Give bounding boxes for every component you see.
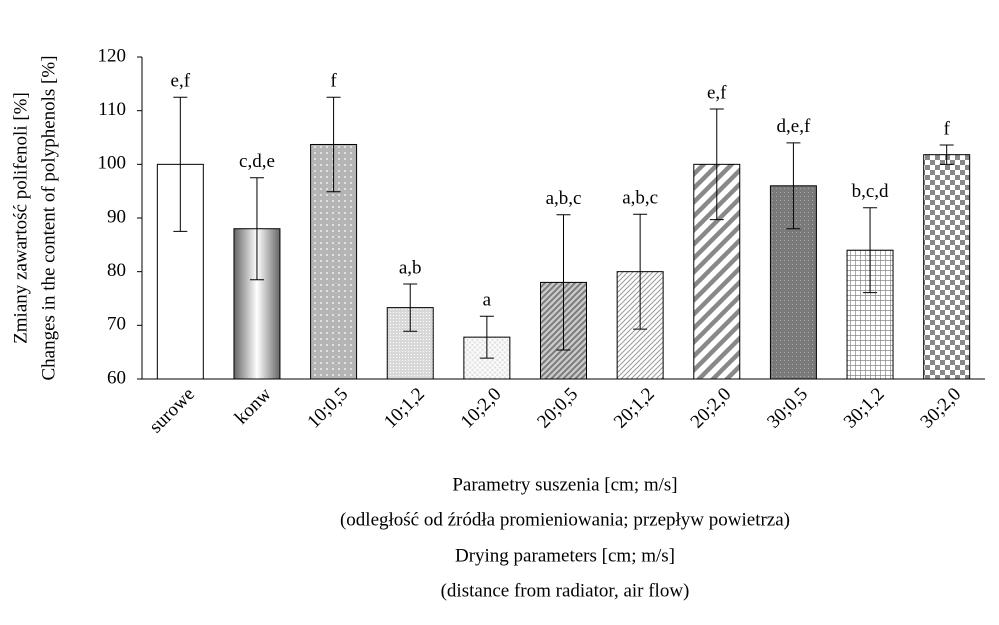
y-axis-title: Zmiany zawartość polifenoli [%] <box>10 92 31 344</box>
x-tick-label: 20;2,0 <box>687 384 736 433</box>
significance-label: a,b,c <box>546 188 582 209</box>
significance-label: a,b <box>399 257 422 278</box>
error-bar <box>786 142 801 230</box>
y-tick-label: 90 <box>107 206 126 227</box>
significance-label: a,b,c <box>622 188 658 209</box>
error-bar <box>403 283 418 332</box>
y-tick-label: 110 <box>98 99 126 120</box>
x-axis-title: Parametry suszenia [cm; m/s] <box>452 474 677 495</box>
significance-label: a <box>483 290 492 311</box>
x-tick-label: konw <box>231 384 276 429</box>
x-tick-label: 20;0,5 <box>533 384 582 433</box>
x-tick-label: 10;2,0 <box>457 384 506 433</box>
significance-label: c,d,e <box>239 151 275 172</box>
error-bar <box>633 213 648 330</box>
x-tick-label: 10;0,5 <box>303 384 352 433</box>
significance-label: e,f <box>707 82 727 103</box>
x-tick-label: 30;0,5 <box>763 384 812 433</box>
error-bar <box>939 144 954 165</box>
error-bar <box>556 214 571 351</box>
error-bar <box>479 315 494 359</box>
error-bar <box>863 207 878 294</box>
significance-label: f <box>944 118 951 139</box>
x-tick-label: surowe <box>145 384 199 438</box>
significance-label: b,c,d <box>852 181 889 202</box>
significance-label: e,f <box>171 71 191 92</box>
x-axis-title: Drying parameters [cm; m/s] <box>455 545 675 566</box>
y-tick-label: 70 <box>107 314 126 335</box>
error-bar <box>326 96 341 193</box>
bar <box>923 154 971 380</box>
significance-label: f <box>330 71 337 92</box>
significance-label: d,e,f <box>777 116 811 137</box>
x-tick-label: 30;2,0 <box>916 384 965 433</box>
y-tick-label: 120 <box>98 45 127 66</box>
y-axis-title: Changes in the content of polyphenols [%… <box>38 55 59 380</box>
error-bar <box>173 96 188 232</box>
x-axis-title: (odległość od źródła promieniowania; prz… <box>340 509 790 530</box>
error-bar <box>709 108 724 221</box>
y-tick-label: 60 <box>107 367 126 388</box>
x-tick-label: 20;1,2 <box>610 384 659 433</box>
x-axis-title: (distance from radiator, air flow) <box>441 580 690 601</box>
y-tick-label: 80 <box>107 260 126 281</box>
x-tick-label: 10;1,2 <box>380 384 429 433</box>
error-bar <box>249 177 264 281</box>
y-tick-label: 100 <box>98 153 127 174</box>
x-tick-label: 30;1,2 <box>840 384 889 433</box>
